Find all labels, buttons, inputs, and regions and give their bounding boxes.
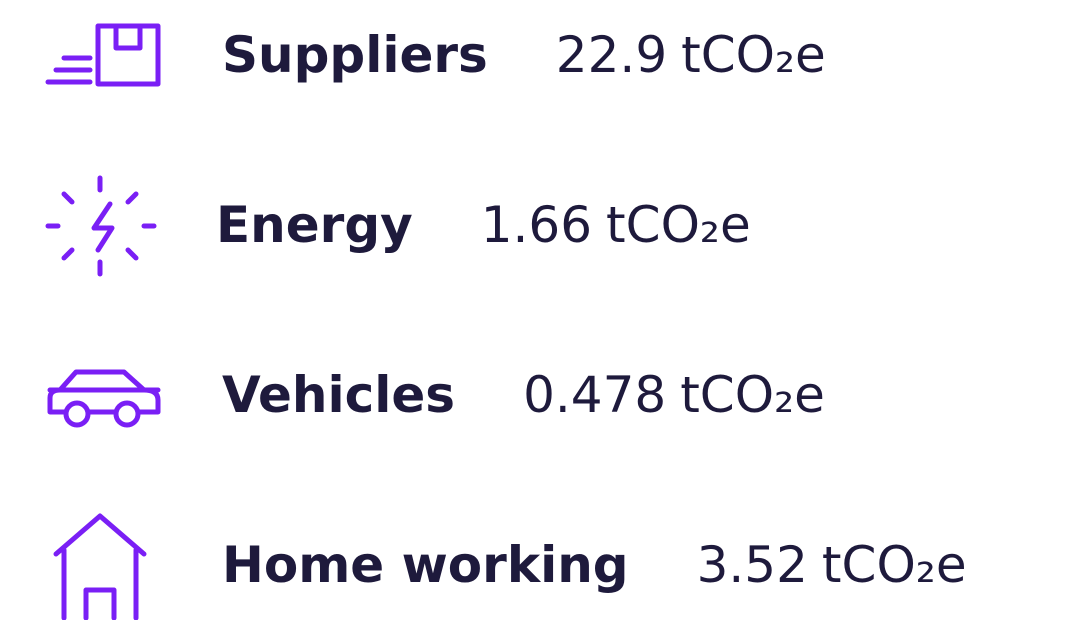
suppliers-icon (45, 23, 161, 87)
row: Home working 3.52 tCO₂e (0, 510, 967, 620)
vehicle-icon (47, 369, 161, 428)
value: 1.66 (480, 196, 593, 254)
label: Suppliers (222, 26, 488, 84)
unit: tCO₂e (606, 196, 751, 254)
label: Home working (222, 536, 629, 594)
label: Energy (216, 196, 413, 254)
energy-icon (45, 175, 157, 277)
unit: tCO₂e (681, 26, 826, 84)
value: 0.478 (523, 366, 667, 424)
home-icon (53, 513, 147, 620)
row: Vehicles 0.478 tCO₂e (0, 340, 825, 450)
unit: tCO₂e (680, 366, 825, 424)
label: Vehicles (222, 366, 456, 424)
row: Suppliers 22.9 tCO₂e (0, 0, 826, 110)
row: Energy 1.66 tCO₂e (0, 170, 751, 280)
unit: tCO₂e (821, 536, 967, 594)
value: 3.52 (696, 536, 808, 594)
value: 22.9 (555, 26, 668, 84)
